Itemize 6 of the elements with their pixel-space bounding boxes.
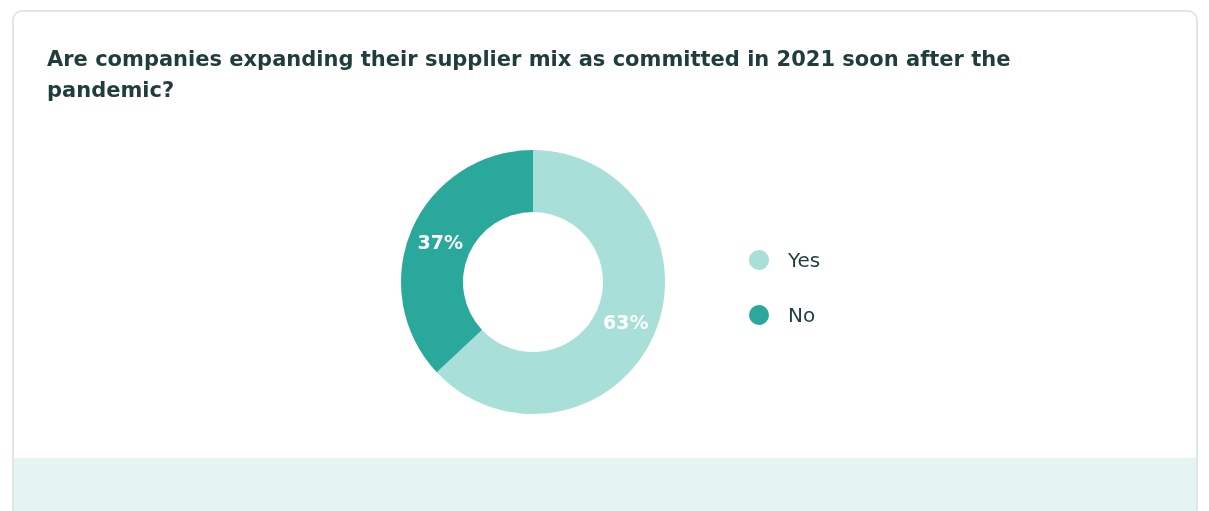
chart-title: Are companies expanding their supplier mix as committed in 2021 soon after the pandemic? bbox=[47, 46, 1012, 104]
legend-label: Yes bbox=[788, 247, 821, 272]
donut-slice bbox=[401, 150, 533, 373]
data-label: 63% bbox=[602, 311, 649, 334]
legend-label: No bbox=[788, 302, 816, 327]
data-label: 37% bbox=[417, 230, 464, 253]
